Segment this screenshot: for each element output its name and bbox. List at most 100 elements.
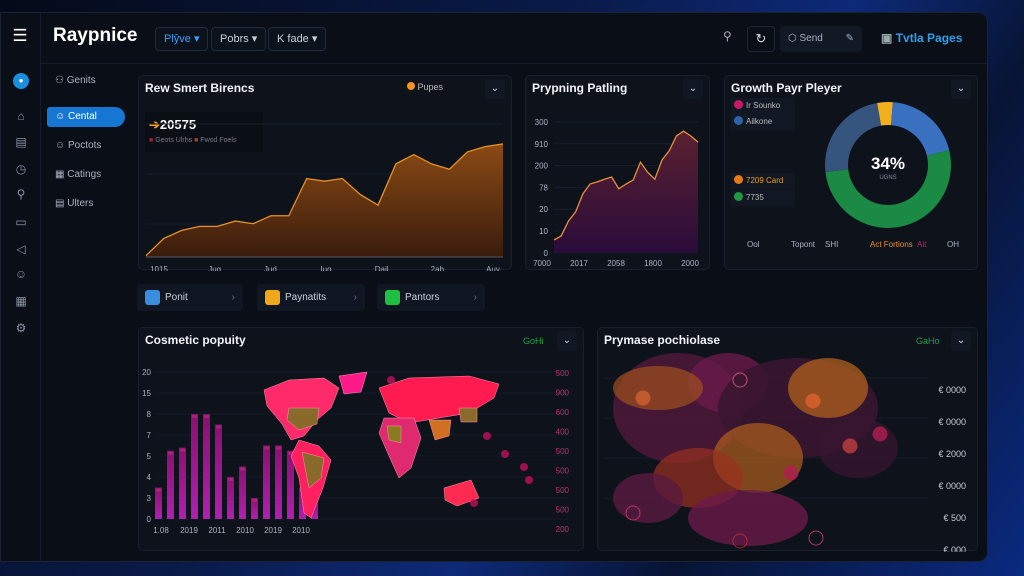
chevron-down-icon[interactable]: ⌄: [951, 79, 971, 99]
footer-label: SHI: [825, 240, 839, 249]
x-tick-label: Jud: [264, 265, 277, 271]
x-tick-label: Iug: [320, 265, 331, 271]
sidebar-item-ulters[interactable]: ▤ Ulters: [47, 194, 125, 214]
chevron-down-icon[interactable]: ⌄: [951, 331, 971, 351]
profile-icon[interactable]: ●: [13, 73, 29, 89]
donut-slice: [825, 150, 951, 228]
legend-item: 7735: [731, 190, 795, 206]
stat-legend: Geots Ulrhs: [155, 137, 193, 144]
sidebar-item-label: Genits: [66, 75, 96, 86]
legend-label: 7209 Card: [746, 176, 784, 185]
bar-cap: [192, 415, 197, 418]
tile-label: Paynatits: [285, 292, 327, 303]
chevron-down-icon[interactable]: ⌄: [683, 79, 703, 99]
location-icon[interactable]: ⚲: [16, 187, 26, 201]
legend-dot: [734, 116, 743, 125]
data-point: [872, 426, 888, 442]
x-tick-label: 1.08: [153, 526, 169, 535]
card-blob-chart: Prymase pochiolase GaHo ⌄ € 0000 € 0000 € …: [597, 327, 978, 552]
home-icon[interactable]: ⌂: [17, 109, 25, 123]
smile-icon[interactable]: ☺: [14, 267, 28, 281]
footer-label: Topont: [791, 240, 816, 249]
filter-label: Pobrs: [220, 33, 249, 45]
bar-cap: [204, 415, 209, 418]
donut-center-label: UGNS: [879, 175, 897, 181]
right-tick-label: € 0000: [938, 481, 966, 491]
data-point: [625, 505, 641, 521]
bar: [287, 450, 294, 519]
refresh-icon[interactable]: ↻: [747, 26, 775, 52]
filter-dropdown-1[interactable]: Plŷve ▾: [155, 27, 209, 51]
y-tick-label: 78: [539, 183, 548, 192]
map-marker: [470, 499, 478, 507]
inbox-icon[interactable]: ▤: [15, 135, 27, 149]
donut-slice: [891, 102, 950, 156]
y-tick-label: 0: [544, 249, 549, 258]
pages-link[interactable]: ▣ Tvtla Pages: [881, 31, 962, 45]
data-point: [635, 390, 651, 406]
card-title: Prypning Patling: [532, 81, 628, 95]
bar: [191, 414, 198, 519]
map-africa-region: [386, 425, 402, 444]
sidebar-item-cental[interactable]: ☺ Cental: [47, 107, 125, 127]
bar-cap: [252, 499, 257, 502]
tile-ponit[interactable]: Ponit ›: [137, 284, 243, 311]
tile-pantors[interactable]: Pantors ›: [377, 284, 485, 311]
bar-cap: [156, 488, 161, 492]
grid-icon[interactable]: ▦: [15, 294, 27, 308]
sidebar-item-genits[interactable]: ⚇ Genits: [47, 71, 125, 91]
data-point: [808, 530, 824, 546]
right-tick-label: 500: [556, 467, 570, 476]
map-australia: [443, 479, 480, 507]
sidebar-item-catings[interactable]: ▦ Catings: [47, 165, 125, 185]
app-window: ☰ ● ⌂ ▤ ◷ ⚲ ▭ ◁ ☺ ▦ ⚙ Raypnice Plŷve ▾ Pobrs ▾ K f…: [0, 12, 988, 562]
bar: [215, 424, 222, 519]
y-tick-label: 20: [142, 368, 151, 377]
clock-icon[interactable]: ◷: [15, 162, 27, 176]
bar-cap: [168, 451, 173, 455]
bar: [155, 487, 162, 519]
chevron-down-icon[interactable]: ⌄: [557, 331, 577, 351]
card-icon[interactable]: ▭: [15, 215, 27, 229]
right-tick-label: € 2000: [938, 449, 966, 459]
bar-cap: [180, 448, 185, 452]
sidebar-item-poctots[interactable]: ☺ Poctots: [47, 136, 125, 156]
tile-paynatits[interactable]: Paynatits ›: [257, 284, 365, 311]
right-tick-label: € 0000: [938, 417, 966, 427]
blob: [613, 473, 683, 523]
data-point: [732, 372, 748, 388]
send-button[interactable]: ⬡ Send ✎: [780, 26, 862, 52]
card-title: Prymase pochiolase: [604, 333, 721, 347]
sidebar-item-icon: ▦: [55, 169, 65, 180]
megaphone-icon[interactable]: ◁: [16, 242, 26, 256]
settings-icon[interactable]: ⚙: [15, 321, 27, 335]
bar-cap: [228, 478, 233, 481]
bar-map-chart: 20 15 8 7 5 4 3 01.08 2019 2011 2010 2019 2010 500 900…: [142, 368, 570, 535]
map-marker: [520, 463, 528, 471]
right-tick-label: 500: [556, 486, 570, 495]
y-tick-label: 910: [535, 140, 549, 149]
tile-icon: [145, 290, 160, 305]
legend-item: Pupes: [407, 82, 443, 92]
chevron-down-icon[interactable]: ⌄: [485, 79, 505, 99]
filter-dropdown-2[interactable]: Pobrs ▾: [211, 27, 267, 51]
y-tick-label: 3: [147, 494, 152, 503]
badge: GoHi: [523, 336, 544, 346]
card-donut-chart: Growth Payr Pleyer ⌄ Ir Sounko Ailkone 720…: [724, 75, 978, 270]
x-tick-label: Auy: [486, 265, 500, 271]
x-tick-label: 2010: [292, 526, 310, 535]
data-point: [842, 438, 858, 454]
x-tick-label: 1015: [150, 265, 168, 271]
menu-icon[interactable]: ☰: [12, 26, 28, 45]
legend-item: Ailkone: [731, 114, 795, 130]
sidebar-item-label: Cental: [68, 111, 97, 122]
legend-dot: [734, 192, 743, 201]
right-tick-label: 400: [556, 428, 570, 437]
filter-dropdown-3[interactable]: K fade ▾: [268, 27, 327, 51]
tile-label: Pantors: [405, 292, 440, 303]
send-label: Send: [799, 33, 823, 44]
search-icon[interactable]: ⚲: [723, 29, 732, 43]
right-tick-label: € 0000: [938, 385, 966, 395]
footer-label: Ait: [917, 240, 927, 249]
